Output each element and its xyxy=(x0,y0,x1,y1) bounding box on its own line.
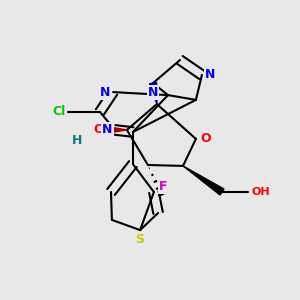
Text: N: N xyxy=(205,68,215,82)
Text: O: O xyxy=(94,123,104,136)
Text: H: H xyxy=(71,134,82,147)
Polygon shape xyxy=(149,82,157,104)
Text: N: N xyxy=(100,85,111,99)
Polygon shape xyxy=(107,127,127,133)
Text: N: N xyxy=(102,123,112,136)
Text: S: S xyxy=(136,233,145,246)
Text: Cl: Cl xyxy=(52,105,66,119)
Text: O: O xyxy=(200,132,211,146)
Polygon shape xyxy=(183,166,224,195)
Text: F: F xyxy=(159,180,167,193)
Text: N: N xyxy=(148,85,158,98)
Text: OH: OH xyxy=(252,187,270,197)
